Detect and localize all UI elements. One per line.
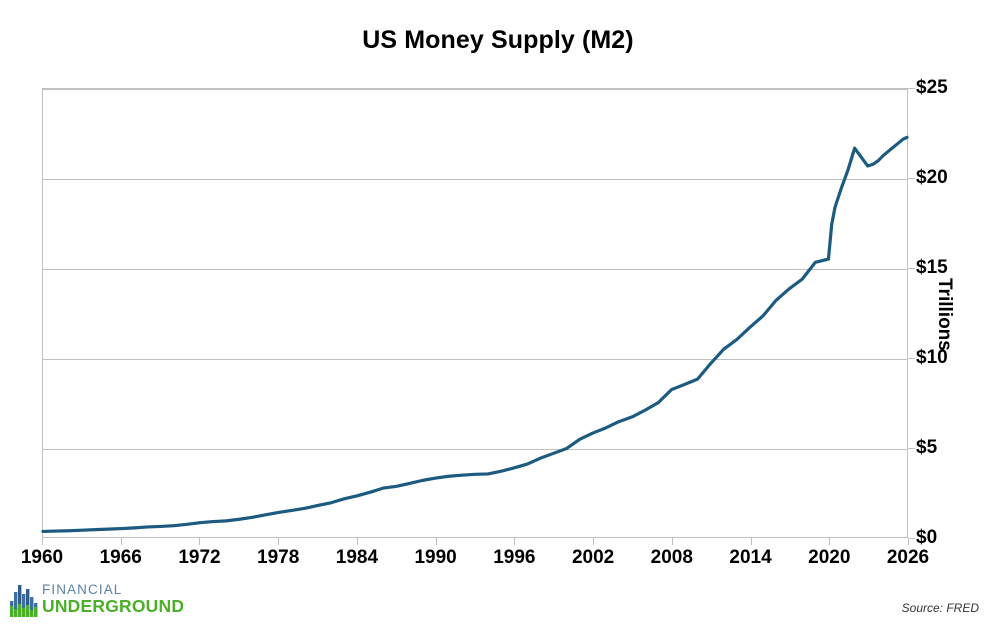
- x-tick-mark: [514, 538, 516, 545]
- chart-title: US Money Supply (M2): [362, 26, 634, 54]
- y-tick-label: $25: [916, 77, 948, 98]
- x-tick-label: 1978: [257, 547, 300, 568]
- y-tick-label: $10: [916, 347, 948, 368]
- x-tick-label: 1960: [20, 547, 64, 568]
- y-tick-mark: [908, 88, 915, 89]
- gridline: [43, 89, 907, 90]
- x-tick-mark: [829, 538, 831, 545]
- x-tick-mark: [435, 538, 437, 545]
- brand-wordmark: FINANCIAL UNDERGROUND: [42, 583, 184, 615]
- y-tick-label: $0: [916, 527, 938, 548]
- x-tick-mark: [278, 538, 280, 545]
- gridline: [43, 269, 907, 270]
- x-tick-label: 2026: [886, 547, 930, 568]
- y-tick-label: $20: [916, 167, 948, 188]
- gridline: [43, 359, 907, 360]
- gridline: [43, 179, 907, 180]
- x-tick-label: 1972: [178, 547, 221, 568]
- brand-line-financial: FINANCIAL: [42, 582, 123, 597]
- x-tick-mark: [42, 538, 43, 545]
- source-note: Source: FRED: [901, 601, 979, 615]
- x-tick-label: 1996: [493, 547, 536, 568]
- x-tick-label: 2014: [729, 547, 772, 568]
- x-tick-label: 1990: [414, 547, 457, 568]
- y-tick-mark: [908, 178, 915, 179]
- x-tick-label: 1984: [335, 547, 379, 568]
- x-tick-mark: [120, 538, 122, 545]
- brand-line-underground: UNDERGROUND: [42, 595, 185, 616]
- gridlines: [43, 89, 907, 537]
- plot-area: [41, 88, 909, 538]
- y-axis-title: Trillions: [934, 278, 955, 351]
- brand-logo: FINANCIAL UNDERGROUND: [10, 583, 190, 619]
- x-tick-mark: [750, 538, 752, 545]
- y-tick-label: $5: [916, 437, 938, 458]
- y-tick-label: $15: [916, 257, 948, 278]
- m2-line-path: [41, 135, 909, 534]
- x-tick-label: 2020: [808, 547, 851, 568]
- skyline-bars-icon: [10, 585, 38, 617]
- x-tick-label: 2008: [650, 547, 693, 568]
- x-tick-label: 2002: [571, 547, 615, 568]
- y-tick-mark: [908, 448, 915, 449]
- x-tick-mark: [593, 538, 595, 545]
- y-tick-mark: [908, 538, 915, 539]
- x-tick-mark: [356, 538, 358, 545]
- x-tick-mark: [199, 538, 201, 545]
- x-tick-label: 1966: [99, 547, 142, 568]
- x-tick-mark: [908, 538, 909, 545]
- y-tick-mark: [908, 268, 915, 269]
- m2-line-series: [41, 135, 909, 534]
- x-tick-mark: [671, 538, 673, 545]
- gridline: [43, 449, 907, 450]
- y-tick-mark: [908, 358, 915, 359]
